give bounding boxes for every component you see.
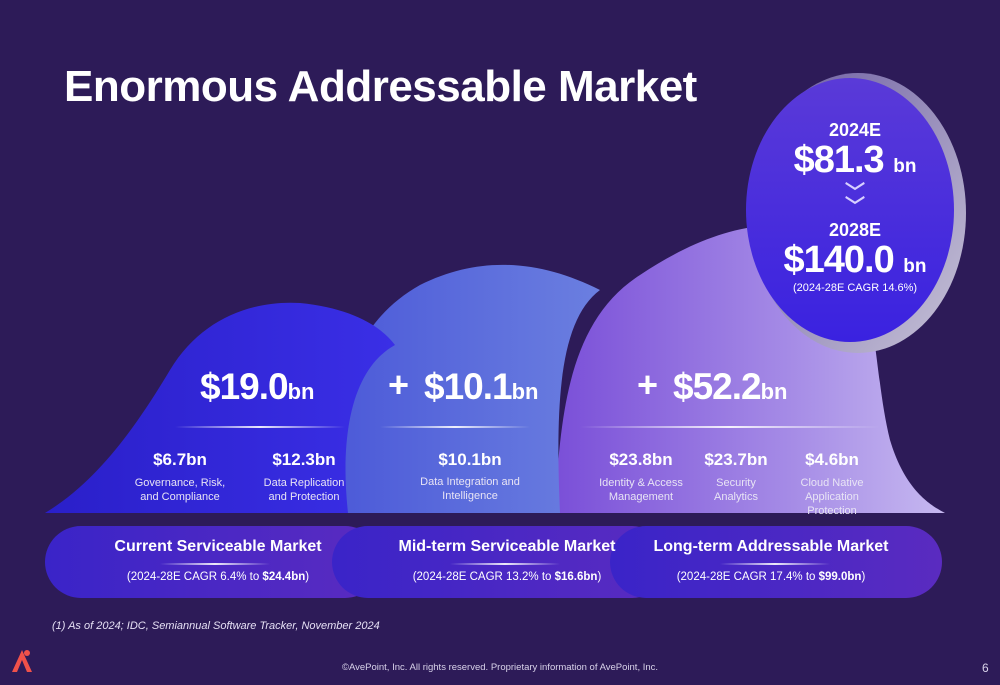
current-divider — [175, 426, 345, 428]
tam-circle: 2024E $81.3 bn ﹀ ﹀ 2028E $140.0 bn (2024-… — [770, 120, 940, 294]
longterm-item: $23.8bn Identity & Access Management — [599, 450, 683, 503]
current-item: $12.3bn Data Replication and Protection — [263, 450, 345, 503]
midterm-plus: + — [388, 364, 410, 405]
current-pill: Current Serviceable Market (2024-28E CAG… — [114, 538, 322, 583]
midterm-pill-bg — [332, 526, 668, 598]
longterm-pill: Long-term Addressable Market (2024-28E C… — [653, 538, 889, 583]
current-item: $6.7bn Governance, Risk, and Compliance — [134, 450, 226, 503]
midterm-wave — [336, 264, 600, 513]
midterm-pill: Mid-term Serviceable Market (2024-28E CA… — [398, 538, 616, 583]
longterm-item: $4.6bn Cloud Native Application Protecti… — [800, 450, 864, 517]
copyright-footer: ©AvePoint, Inc. All rights reserved. Pro… — [341, 662, 659, 673]
double-chevron-down-icon: ﹀ ﹀ — [845, 182, 865, 218]
page-number: 6 — [982, 661, 989, 675]
current-wave — [45, 302, 395, 513]
footnote: (1) As of 2024; IDC, Semiannual Software… — [52, 620, 380, 632]
midterm-divider — [380, 426, 530, 428]
longterm-item: $23.7bn Security Analytics — [704, 450, 768, 503]
page-title: Enormous Addressable Market — [64, 62, 697, 111]
current-pill-bg — [45, 526, 381, 598]
current-total: $19.0bn — [200, 366, 315, 407]
longterm-plus: + — [637, 364, 659, 405]
longterm-total: $52.2bn — [673, 366, 788, 407]
midterm-total: $10.1bn — [424, 366, 539, 407]
longterm-divider — [580, 426, 880, 428]
longterm-pill-bg — [610, 526, 942, 598]
circle-bg — [746, 78, 954, 342]
midterm-item: $10.1bn Data Integration and Intelligenc… — [420, 450, 520, 502]
avepoint-logo-icon — [12, 650, 32, 672]
